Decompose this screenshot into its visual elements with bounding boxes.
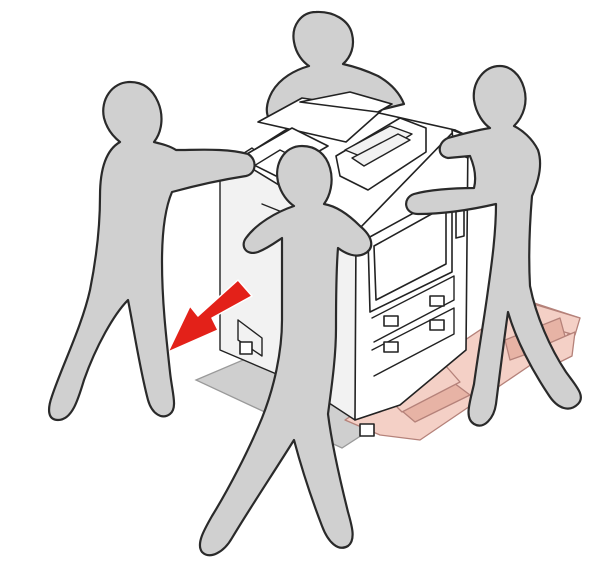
person-front — [198, 144, 373, 557]
move-direction-arrow — [167, 279, 253, 353]
person-right — [405, 64, 582, 427]
person-left — [47, 80, 256, 422]
